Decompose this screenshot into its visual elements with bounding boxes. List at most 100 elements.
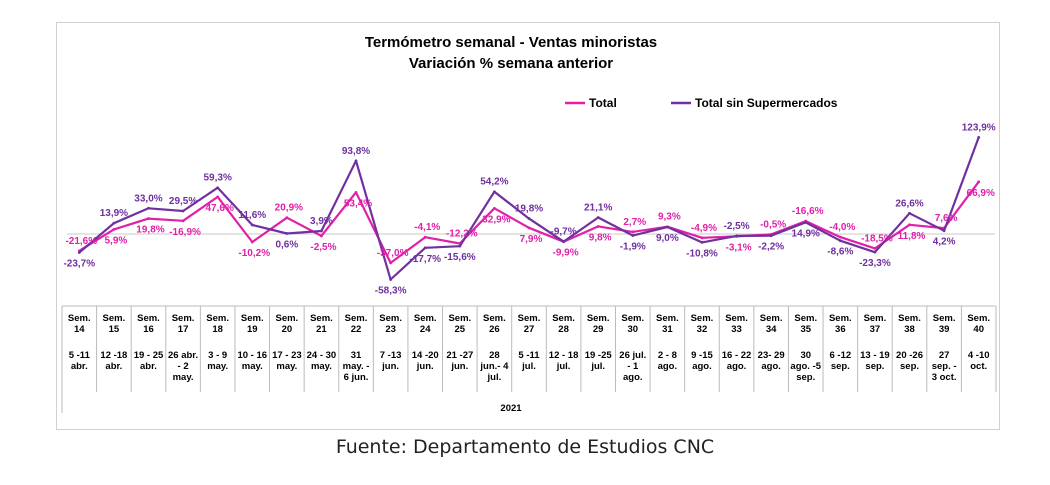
week-tick-label: Sem. — [103, 313, 126, 324]
data-point-total-sin-supermercados — [596, 216, 600, 219]
data-point-total — [423, 235, 427, 239]
data-label-total: -37,0% — [377, 248, 409, 259]
week-tick-label: 14 — [74, 324, 85, 335]
date-tick-label: 6 -12 — [830, 350, 852, 361]
data-label-total-sin-supermercados: 19,8% — [515, 204, 543, 215]
week-tick-label: 17 — [178, 324, 189, 335]
date-tick-label: 26 jul. — [619, 350, 646, 361]
week-tick-label: 32 — [697, 324, 708, 335]
date-tick-label: 26 abr. — [168, 350, 198, 361]
week-tick-label: Sem. — [172, 313, 195, 324]
date-tick-label: may. — [276, 361, 297, 372]
week-tick-label: Sem. — [414, 313, 437, 324]
week-tick-label: 16 — [143, 324, 154, 335]
data-label-total: -4,9% — [691, 223, 717, 234]
week-tick-label: Sem. — [241, 313, 264, 324]
data-label-total-sin-supermercados: -17,7% — [409, 254, 441, 265]
week-tick-label: 38 — [904, 324, 915, 335]
date-tick-label: 30 — [800, 350, 811, 361]
week-tick-label: 24 — [420, 324, 431, 335]
data-label-total: 2,7% — [623, 217, 646, 228]
data-point-total — [389, 261, 393, 265]
date-tick-label: 28 — [489, 350, 500, 361]
data-label-total-sin-supermercados: 11,6% — [238, 210, 266, 221]
data-point-total — [285, 216, 289, 220]
week-tick-label: 37 — [870, 324, 881, 335]
data-point-total-sin-supermercados — [112, 221, 116, 225]
date-tick-label: abr. — [105, 361, 122, 372]
data-point-total — [147, 217, 150, 220]
date-tick-label: 6 jun. — [344, 372, 369, 383]
date-tick-label: 3 oct. — [932, 372, 957, 383]
data-label-total: -12,2% — [446, 229, 478, 240]
date-tick-label: 7 -13 — [380, 350, 402, 361]
data-point-total-sin-supermercados — [320, 229, 323, 233]
date-tick-label: 24 - 30 — [307, 350, 337, 361]
data-point-total — [354, 190, 358, 194]
week-tick-label: Sem. — [725, 313, 748, 324]
week-tick-label: 20 — [282, 324, 293, 335]
data-point-total — [527, 226, 531, 230]
week-tick-label: Sem. — [379, 313, 402, 324]
week-tick-label: Sem. — [898, 313, 921, 324]
data-label-total: -16,6% — [792, 206, 824, 217]
date-tick-label: 19 -25 — [585, 350, 613, 361]
date-tick-label: 4 -10 — [968, 350, 990, 361]
week-tick-label: 30 — [627, 324, 638, 335]
date-tick-label: oct. — [970, 361, 987, 372]
data-point-total — [700, 236, 704, 240]
date-tick-label: 16 - 22 — [722, 350, 752, 361]
data-label-total: -2,5% — [310, 242, 336, 253]
data-point-total-sin-supermercados — [181, 209, 185, 213]
date-tick-label: abr. — [140, 361, 157, 372]
data-label-total-sin-supermercados: 54,2% — [480, 177, 508, 188]
source-note: Fuente: Departamento de Estudios CNC — [335, 436, 715, 458]
date-tick-label: may. — [242, 361, 263, 372]
data-label-total: 7,6% — [935, 213, 958, 224]
data-label-total-sin-supermercados: 123,9% — [962, 122, 996, 133]
date-tick-label: sep. — [865, 361, 884, 372]
date-tick-label: may. — [173, 372, 194, 383]
data-point-total-sin-supermercados — [354, 159, 358, 163]
series-group — [77, 135, 981, 281]
week-tick-label: Sem. — [68, 313, 91, 324]
data-point-total-sin-supermercados — [977, 135, 981, 139]
date-tick-label: 10 - 16 — [237, 350, 267, 361]
data-label-total-sin-supermercados: 26,6% — [895, 198, 923, 209]
week-tick-label: 27 — [524, 324, 535, 335]
date-tick-label: ago. — [727, 361, 747, 372]
date-tick-label: 17 - 23 — [272, 350, 302, 361]
data-label-total-sin-supermercados: 13,9% — [100, 208, 128, 219]
week-tick-label: Sem. — [933, 313, 956, 324]
data-point-total-sin-supermercados — [285, 232, 289, 235]
data-label-total: -4,0% — [829, 222, 855, 233]
week-tick-label: 19 — [247, 324, 258, 335]
date-tick-label: 19 - 25 — [134, 350, 164, 361]
year-label: 2021 — [500, 403, 522, 414]
data-label-total: -3,1% — [725, 242, 751, 253]
data-label-total-sin-supermercados: 59,3% — [203, 173, 231, 184]
data-label-total: -21,6% — [65, 236, 97, 247]
date-tick-label: jul. — [487, 372, 502, 383]
data-label-total: 53,4% — [344, 198, 372, 209]
week-tick-label: Sem. — [864, 313, 887, 324]
data-label-total: 32,9% — [482, 214, 510, 225]
data-label-total-sin-supermercados: -2,5% — [723, 221, 749, 232]
date-tick-label: 2 - 8 — [658, 350, 677, 361]
data-label-group: -21,6% 5,9% 19,8% -16,9% 47,6% -10,2% 20,9% -2,… — [63, 122, 995, 296]
date-tick-label: 9 -15 — [691, 350, 713, 361]
data-point-total — [631, 230, 635, 234]
data-label-total-sin-supermercados: -23,3% — [859, 258, 891, 269]
date-tick-label: ago. -5 — [790, 361, 821, 372]
week-tick-label: 26 — [489, 324, 500, 335]
week-tick-label: 33 — [731, 324, 742, 335]
data-label-total: 47,6% — [205, 203, 233, 214]
date-tick-label: 20 -26 — [896, 350, 923, 361]
data-label-total-sin-supermercados: -8,6% — [827, 247, 853, 258]
data-label-total-sin-supermercados: -9,7% — [551, 227, 577, 238]
date-tick-label: may. — [311, 361, 332, 372]
data-label-total: 9,8% — [589, 232, 612, 243]
week-tick-label: 34 — [766, 324, 777, 335]
week-tick-label: Sem. — [829, 313, 852, 324]
